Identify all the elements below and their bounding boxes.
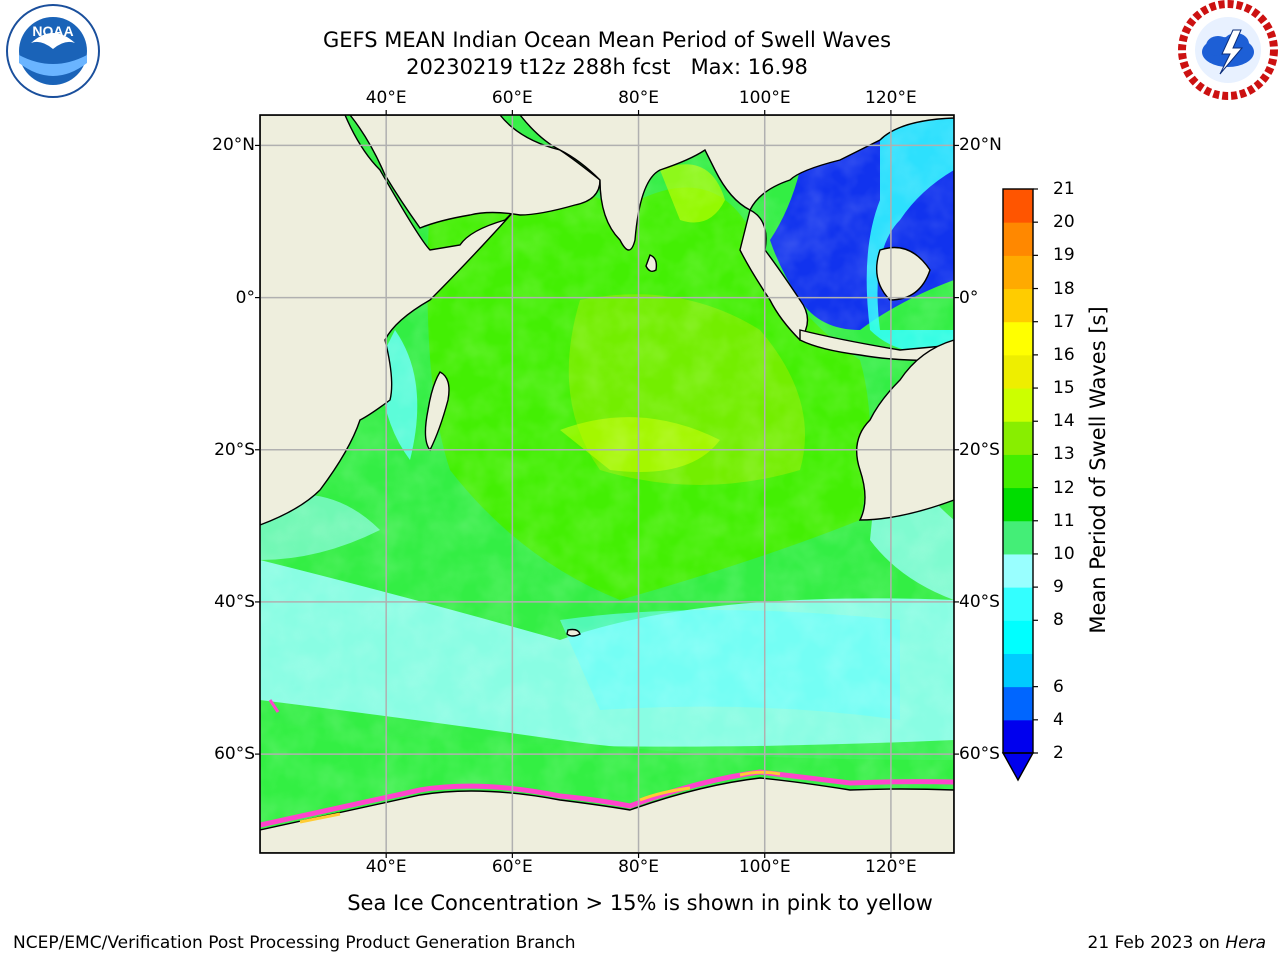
lat-label-left: 0° bbox=[235, 287, 255, 308]
kerguelen-land bbox=[566, 628, 581, 637]
colorbar-tick-label: 6 bbox=[1053, 676, 1064, 697]
noaa-logo-text: NOAA bbox=[32, 23, 73, 39]
colorbar-tick-label: 12 bbox=[1053, 477, 1075, 498]
lon-label-bottom: 60°E bbox=[491, 857, 533, 877]
footer-credit: NCEP/EMC/Verification Post Processing Pr… bbox=[13, 933, 576, 953]
australia-land bbox=[856, 339, 954, 521]
lon-label-top: 100°E bbox=[738, 88, 791, 108]
colorbar-tick-label: 21 bbox=[1053, 179, 1075, 199]
colorbar-tick-label: 18 bbox=[1053, 278, 1075, 299]
lon-label-top: 120°E bbox=[865, 88, 917, 108]
colorbar-segment bbox=[1003, 620, 1033, 654]
colorbar-segment bbox=[1003, 653, 1033, 688]
colorbar-extend-min-triangle bbox=[1001, 752, 1035, 782]
lat-label-right: 20°S bbox=[959, 439, 1000, 460]
south-asia-land bbox=[519, 115, 954, 251]
footer-date: 21 Feb 2023 on Hera bbox=[1088, 933, 1266, 953]
lon-label-top: 40°E bbox=[365, 88, 407, 108]
lat-label-left: 20°N bbox=[212, 135, 255, 156]
lat-label-right: 0° bbox=[959, 287, 979, 308]
sea-ice-edge bbox=[260, 769, 954, 828]
colorbar-segment bbox=[1003, 553, 1033, 588]
colorbar-segment bbox=[1003, 321, 1033, 356]
lon-label-bottom: 120°E bbox=[865, 857, 917, 877]
colorbar-segment bbox=[1003, 388, 1033, 422]
africa-land bbox=[260, 115, 516, 526]
colorbar-tick-label: 4 bbox=[1053, 709, 1064, 730]
map-frame bbox=[259, 114, 955, 854]
antarctica-land bbox=[260, 777, 954, 853]
lon-label-bottom: 40°E bbox=[365, 857, 407, 877]
tick-marks bbox=[255, 110, 959, 858]
colorbar-tick-label: 16 bbox=[1053, 344, 1075, 365]
lon-label-bottom: 100°E bbox=[738, 857, 791, 877]
lat-label-left: 40°S bbox=[214, 591, 255, 612]
map-subtitle: 20230219 t12z 288h fcst Max: 16.98 bbox=[406, 55, 808, 79]
sri-lanka-land bbox=[645, 254, 658, 273]
colorbar bbox=[1001, 188, 1038, 782]
borneo-land bbox=[876, 246, 931, 301]
colorbar-segment bbox=[1003, 719, 1033, 754]
lat-label-right: 20°N bbox=[959, 135, 1002, 156]
lat-label-left: 20°S bbox=[214, 439, 255, 460]
colorbar-tick-label: 17 bbox=[1053, 311, 1075, 332]
colorbar-tick-label: 14 bbox=[1053, 411, 1075, 432]
gridlines bbox=[260, 115, 954, 853]
noaa-logo-icon: NOAA bbox=[6, 4, 100, 98]
colorbar-segment bbox=[1003, 421, 1033, 455]
colorbar-tick-label: 20 bbox=[1053, 212, 1075, 233]
colorbar-tick-label: 10 bbox=[1053, 543, 1075, 564]
colorbar-segment bbox=[1003, 288, 1033, 323]
colorbar-segment bbox=[1003, 354, 1033, 389]
colorbar-tick-label: 19 bbox=[1053, 245, 1075, 266]
lon-label-top: 80°E bbox=[618, 88, 659, 108]
colorbar-segment bbox=[1003, 222, 1033, 256]
colorbar-tick-label: 11 bbox=[1053, 510, 1075, 531]
sea-ice-yellow bbox=[299, 770, 781, 824]
land-masses bbox=[260, 115, 954, 853]
lat-label-right: 60°S bbox=[959, 744, 1000, 765]
national-weather-service-logo-icon bbox=[1178, 0, 1278, 100]
colorbar-tick-label: 9 bbox=[1053, 577, 1064, 598]
colorbar-tick-label: 8 bbox=[1053, 610, 1064, 631]
colorbar-segment bbox=[1003, 454, 1033, 489]
lon-label-bottom: 80°E bbox=[618, 857, 659, 877]
colorbar-segment bbox=[1003, 189, 1033, 223]
colorbar-tick-label: 2 bbox=[1053, 743, 1064, 763]
colorbar-frame bbox=[1002, 188, 1034, 754]
map-title: GEFS MEAN Indian Ocean Mean Period of Sw… bbox=[322, 28, 892, 52]
colorbar-tick-label: 15 bbox=[1053, 378, 1075, 399]
lat-label-right: 40°S bbox=[959, 591, 1000, 612]
lon-label-top: 60°E bbox=[491, 88, 533, 108]
colorbar-segment bbox=[1003, 520, 1033, 555]
footer-date-text: 21 Feb 2023 on bbox=[1087, 933, 1226, 953]
lat-label-left: 60°S bbox=[214, 744, 255, 765]
colorbar-tick-label: 13 bbox=[1053, 444, 1075, 465]
colorbar-segment bbox=[1003, 255, 1033, 290]
colorbar-segment bbox=[1003, 686, 1033, 721]
footer-host: Hera bbox=[1225, 933, 1266, 953]
colorbar-segment bbox=[1003, 487, 1033, 522]
colorbar-label: Mean Period of Swell Waves [s] bbox=[1086, 306, 1110, 634]
sea-ice-speck bbox=[268, 699, 280, 713]
sea-ice-caption: Sea Ice Concentration > 15% is shown in … bbox=[347, 891, 933, 915]
colorbar-segment bbox=[1003, 587, 1033, 621]
